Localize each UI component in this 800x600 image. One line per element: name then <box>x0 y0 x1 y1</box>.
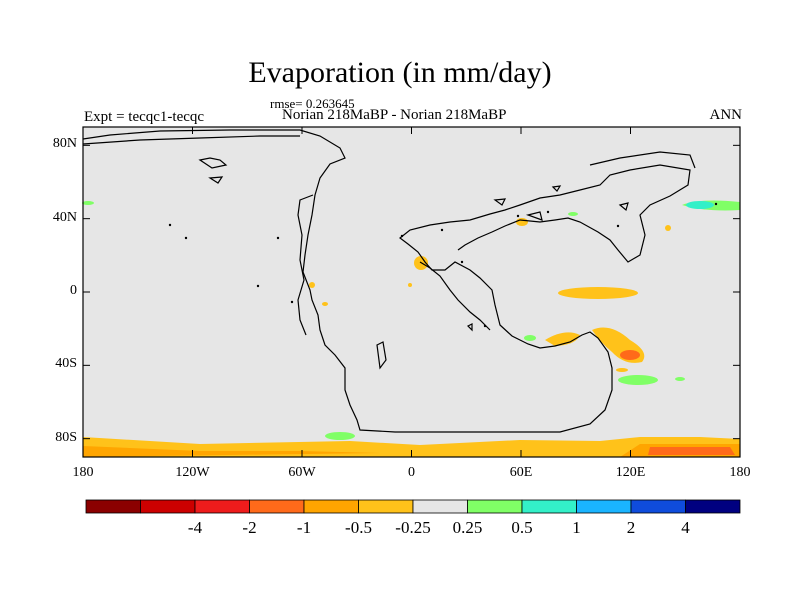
colorbar-label: -0.25 <box>395 518 431 537</box>
lat-tick-label: 0 <box>70 283 77 298</box>
lon-tick-label: 60W <box>288 465 316 480</box>
lat-tick-label: 80S <box>55 429 77 445</box>
small-orange-coast <box>309 282 315 288</box>
small-orange-tethys <box>516 218 528 226</box>
green-patch-south <box>325 432 355 440</box>
island-8 <box>618 202 629 212</box>
island-6 <box>466 323 473 332</box>
colorbar-swatch <box>576 499 632 514</box>
colorbar-swatch <box>630 499 686 514</box>
small-orange-north <box>665 225 671 231</box>
rmse-label: rmse= 0.263645 <box>270 96 355 111</box>
comparison-label: Norian 218MaBP - Norian 218MaBP <box>282 107 507 123</box>
colorbar-label: -0.5 <box>345 518 372 537</box>
colorbar-swatch <box>85 499 141 514</box>
green-patch-east-coast <box>524 335 536 341</box>
tick-marks <box>82 127 741 457</box>
colorbar-label: 4 <box>681 518 690 537</box>
inner-sea-coast <box>419 261 491 331</box>
lat-tick-label: 40S <box>55 356 77 372</box>
colorbar-swatch <box>303 499 359 514</box>
lat-tick-label: 80N <box>52 136 77 152</box>
southern-red-strip <box>648 447 735 455</box>
plot-title: Evaporation (in mm/day) <box>248 56 552 89</box>
colorbar-swatch <box>194 499 250 514</box>
colorbar-swatch <box>685 499 741 514</box>
colorbar-label: 1 <box>572 518 581 537</box>
island-dots <box>168 202 718 328</box>
lon-tick-label: 180 <box>729 465 751 480</box>
colorbar-swatch <box>358 499 414 514</box>
eastern-coast <box>589 151 696 169</box>
small-orange-mid <box>408 283 412 287</box>
island-3 <box>493 198 507 206</box>
experiment-label: Expt = tecqc1-tecqc <box>84 109 205 125</box>
western-landmass <box>297 194 314 336</box>
equatorial-orange-lens <box>558 287 638 299</box>
green-patch-small <box>675 377 685 381</box>
southern-darkorange-patch <box>620 350 640 360</box>
lon-tick-label: 120E <box>615 465 646 480</box>
orange-patch-east-coast <box>545 332 580 346</box>
island-5 <box>376 341 387 370</box>
small-green-tethys <box>568 212 578 216</box>
map-background <box>83 127 740 457</box>
pangaea-outline <box>82 129 691 433</box>
anomaly-patches <box>82 200 740 457</box>
season-label: ANN <box>709 107 743 123</box>
island-4 <box>525 211 543 221</box>
colorbar-label: 0.5 <box>511 518 533 537</box>
colorbar-label: 0.25 <box>452 518 483 537</box>
colorbar <box>85 499 741 514</box>
colorbar-swatch <box>249 499 305 514</box>
lon-tick-label: 180 <box>72 465 94 480</box>
colorbar-label: -1 <box>296 518 312 537</box>
lon-tick-label: 0 <box>408 465 415 480</box>
colorbar-label: 2 <box>626 518 636 537</box>
green-patch-mid <box>618 375 658 385</box>
island-1 <box>198 157 228 169</box>
north-teal-patch <box>686 201 714 209</box>
colorbar-swatch <box>412 499 468 514</box>
lon-tick-label: 60E <box>509 465 533 480</box>
colorbar-label: -2 <box>242 518 257 537</box>
continent-outlines <box>82 129 696 433</box>
west-green-patch <box>82 201 94 205</box>
orange-patch-small <box>616 368 628 372</box>
southern-darkorange-band <box>83 446 380 457</box>
small-orange-west <box>322 302 328 306</box>
island-7 <box>551 185 562 192</box>
lat-tick-label: 40N <box>52 209 77 225</box>
colorbar-label: -4 <box>187 518 203 537</box>
northern-coast <box>82 135 300 145</box>
colorbar-swatch <box>140 499 196 514</box>
lon-tick-label: 120W <box>175 465 210 480</box>
colorbar-swatch <box>467 499 523 514</box>
island-2 <box>208 176 224 184</box>
colorbar-swatch <box>521 499 577 514</box>
